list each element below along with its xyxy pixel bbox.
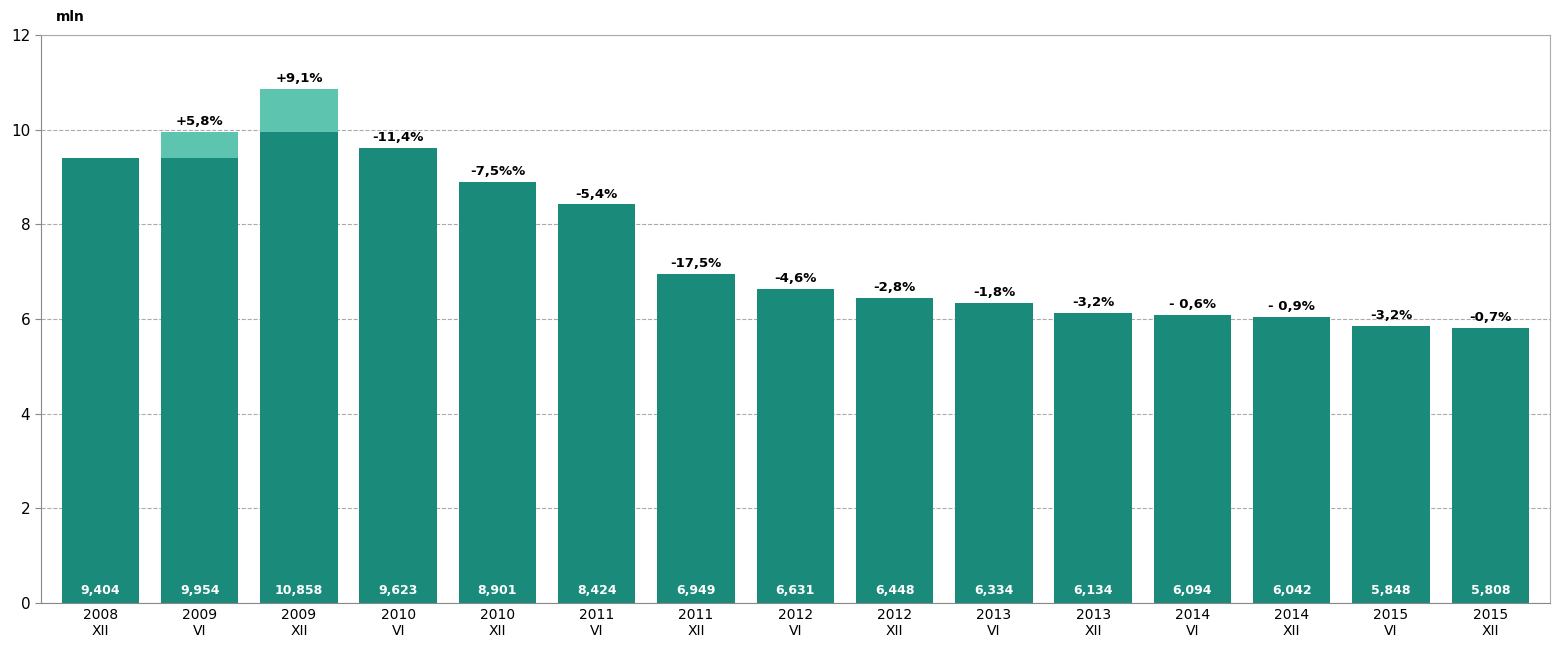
Text: 6,448: 6,448 [874,584,915,597]
Text: 9,623: 9,623 [378,584,418,597]
Text: 5,848: 5,848 [1371,584,1411,597]
Bar [261,89,337,132]
Text: 9,954: 9,954 [180,584,220,597]
Bar [161,132,239,603]
Bar [1253,317,1330,603]
Text: 8,424: 8,424 [578,584,617,597]
Text: +9,1%: +9,1% [275,72,323,86]
Text: +5,8%: +5,8% [176,115,223,128]
Text: 6,949: 6,949 [676,584,716,597]
Text: 5,808: 5,808 [1470,584,1509,597]
Text: -1,8%: -1,8% [973,286,1015,299]
Text: -3,2%: -3,2% [1371,310,1413,323]
Bar [1452,328,1530,603]
Text: -2,8%: -2,8% [874,281,916,294]
Text: 6,042: 6,042 [1272,584,1311,597]
Text: -0,7%: -0,7% [1469,312,1511,324]
Bar [1055,313,1132,603]
Text: -17,5%: -17,5% [670,257,721,270]
Bar [359,147,437,603]
Text: - 0,9%: - 0,9% [1269,300,1316,313]
Bar [757,289,834,603]
Bar [1352,326,1430,603]
Bar [261,89,337,603]
Text: - 0,6%: - 0,6% [1169,298,1216,311]
Bar [61,158,139,603]
Bar [657,274,735,603]
Text: -7,5%%: -7,5%% [470,165,524,178]
Text: -3,2%: -3,2% [1072,296,1115,309]
Text: 6,094: 6,094 [1172,584,1213,597]
Text: 6,631: 6,631 [776,584,815,597]
Bar [161,132,239,158]
Text: -11,4%: -11,4% [373,131,425,144]
Text: 8,901: 8,901 [478,584,517,597]
Text: 9,404: 9,404 [81,584,120,597]
Bar [1154,315,1232,603]
Bar [557,204,635,603]
Text: -4,6%: -4,6% [774,273,816,286]
Text: 6,334: 6,334 [974,584,1013,597]
Bar [955,303,1033,603]
Text: 6,134: 6,134 [1074,584,1113,597]
Text: mln: mln [56,10,84,24]
Bar [459,182,535,603]
Text: 10,858: 10,858 [275,584,323,597]
Text: -5,4%: -5,4% [576,188,618,201]
Bar [855,298,933,603]
